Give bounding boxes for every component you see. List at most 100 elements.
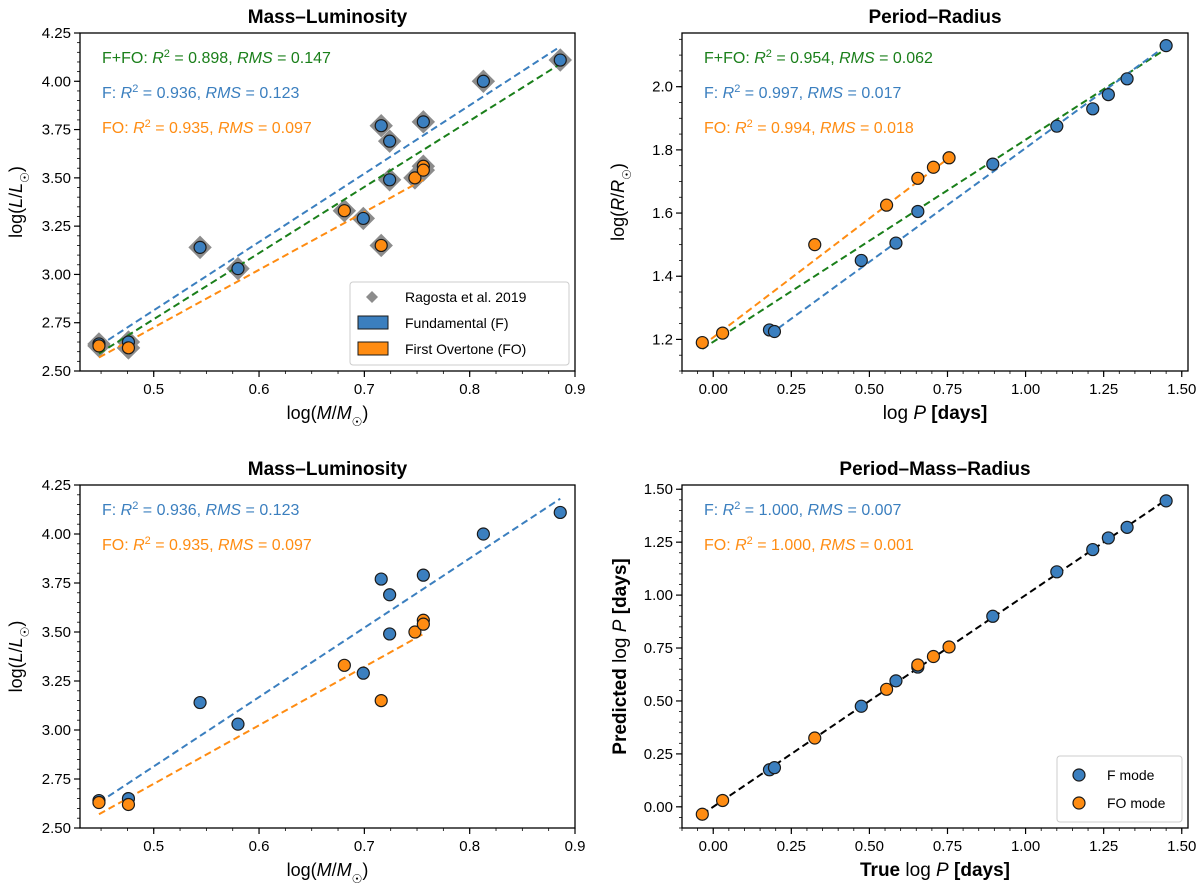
data-point-fo [121, 797, 136, 812]
data-point-f [911, 204, 925, 219]
data-point-fo [942, 151, 956, 165]
data-point-f [416, 115, 430, 129]
legend-marker-diamond [366, 291, 378, 303]
x-tick-label: 0.6 [249, 381, 270, 398]
legend-label: F mode [1107, 767, 1155, 783]
data-point-f [1120, 72, 1134, 86]
data-point-fo [416, 617, 430, 631]
data-point-fo [695, 807, 709, 821]
data-point-f [767, 324, 782, 339]
x-tick-label: 0.75 [933, 381, 962, 398]
x-tick-label: 1.25 [1089, 381, 1118, 398]
y-tick-label: 1.50 [644, 481, 673, 498]
fit-line-fo [701, 156, 950, 347]
legend-box [1056, 755, 1183, 823]
y-tick-label: 1.00 [644, 587, 673, 604]
data-point-f [889, 674, 903, 688]
data-point-fo [911, 171, 925, 185]
data-point-f [1159, 494, 1173, 508]
chart-title: Mass–Luminosity [248, 459, 408, 480]
data-point-f [1050, 119, 1064, 133]
data-point-fo [374, 693, 388, 708]
chart-title: Period–Radius [868, 7, 1001, 28]
data-point-fo [416, 163, 430, 177]
fit-stats-f: F: R2 = 1.000, RMS = 0.007 [704, 500, 901, 519]
data-point-f [854, 699, 868, 713]
x-axis-label: log(M/M☉) [287, 860, 369, 886]
data-point-f [986, 157, 1000, 171]
chart-title: Mass–Luminosity [248, 7, 408, 28]
legend-label: FO mode [1107, 795, 1166, 811]
data-point-f [193, 240, 207, 254]
x-tick-label: 0.7 [354, 381, 375, 398]
x-tick-label: 0.6 [249, 838, 270, 855]
chart-title: Period–Mass–Radius [839, 459, 1030, 480]
data-point-fo [337, 204, 351, 218]
x-tick-label: 1.00 [1011, 381, 1040, 398]
data-point-f [356, 211, 370, 226]
data-point-f [383, 588, 397, 602]
plot-area [92, 497, 567, 816]
data-point-fo [92, 339, 106, 353]
legend: Ragosta et al. 2019 Fundamental (F) First … [349, 281, 570, 366]
y-tick-label: 2.75 [42, 771, 71, 788]
axes-frame [681, 32, 1189, 372]
data-point-f [1120, 520, 1134, 534]
data-point-f [1086, 542, 1100, 557]
data-point-f [854, 253, 868, 268]
data-point-fo [337, 658, 351, 672]
data-point-f [231, 262, 245, 276]
data-point-f [553, 505, 567, 520]
x-tick-label: 0.25 [777, 838, 806, 855]
y-tick-label: 0.25 [644, 746, 673, 763]
data-point-fo [695, 335, 709, 350]
data-point-fo [879, 198, 894, 212]
data-point-f [1050, 565, 1064, 579]
fit-line-f [768, 44, 1167, 336]
data-point-f [767, 761, 782, 775]
y-tick-label: 3.50 [42, 624, 71, 641]
data-point-fo [408, 171, 422, 185]
data-point-f [416, 568, 430, 582]
y-tick-label: 4.25 [42, 25, 71, 42]
x-tick-label: 0.5 [143, 838, 164, 855]
data-point-fo [92, 795, 106, 810]
y-tick-label: 0.00 [644, 799, 673, 816]
legend-patch-f [357, 315, 389, 330]
x-tick-label: 0.50 [855, 838, 884, 855]
fit-stats-fo: FO: R2 = 1.000, RMS = 0.001 [704, 535, 914, 554]
y-tick-label: 1.2 [652, 331, 673, 348]
fit-stats-f: F: R2 = 0.997, RMS = 0.017 [704, 83, 901, 102]
y-tick-label: 3.75 [42, 575, 71, 592]
y-axis-label: Predicted log P [days] [610, 558, 631, 754]
x-tick-label: 0.7 [354, 838, 375, 855]
data-point-fo [926, 649, 941, 664]
subplot-3: Mass–Luminosity 0.5 0.6 0.7 0.8 0.9 2.50 2.75 3.… [6, 459, 585, 886]
y-tick-label: 0.50 [644, 693, 673, 710]
y-tick-label: 4.00 [42, 526, 71, 543]
fit-line-f [98, 497, 561, 804]
data-point-fo [942, 640, 956, 654]
fit-line-all [701, 47, 1167, 350]
x-axis-label: log(M/M☉) [287, 403, 369, 429]
plot-area [695, 494, 1173, 821]
fit-stats-f: F: R2 = 0.936, RMS = 0.123 [102, 83, 299, 102]
data-point-fo [808, 238, 822, 252]
data-point-fo [716, 793, 730, 808]
y-tick-label: 2.0 [652, 79, 673, 96]
subplot-1: Mass–Luminosity 0.5 0.6 0.7 0.8 0.9 2.50 2.75 3.… [6, 7, 585, 429]
legend-label: First Overtone (FO) [405, 341, 526, 357]
x-tick-label: 0.9 [565, 838, 586, 855]
x-tick-label: 0.5 [143, 381, 164, 398]
y-tick-label: 1.25 [644, 534, 673, 551]
data-point-fo [808, 731, 822, 745]
x-axis-label: log P [days] [883, 403, 988, 424]
y-axis-label: log(R/R☉) [608, 163, 634, 241]
fit-line-fo [98, 633, 424, 816]
data-point-f [889, 236, 903, 250]
y-tick-label: 3.50 [42, 170, 71, 187]
data-point-f [986, 609, 1000, 623]
data-point-f [374, 119, 388, 133]
y-tick-label: 3.25 [42, 673, 71, 690]
